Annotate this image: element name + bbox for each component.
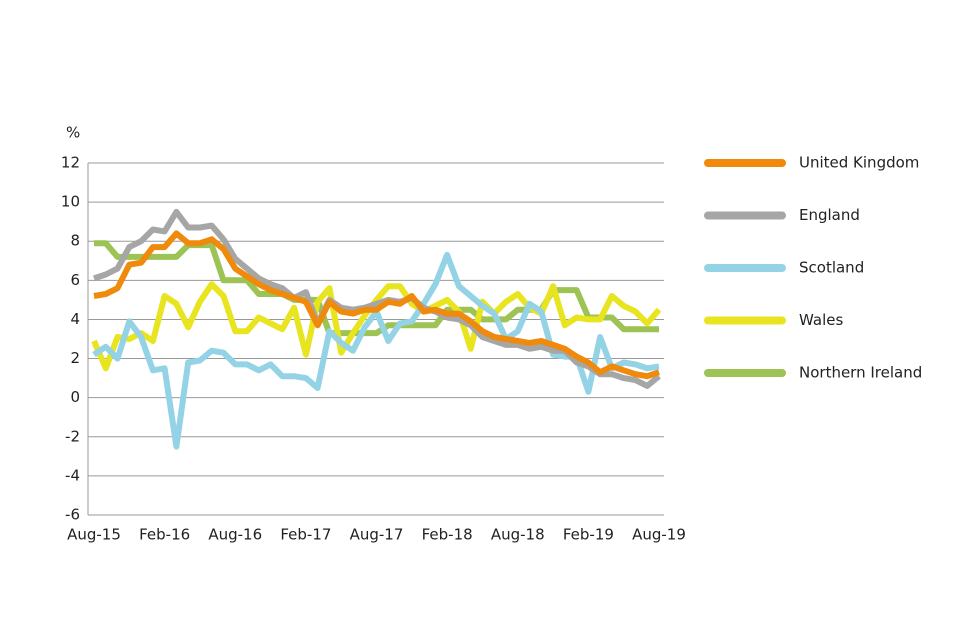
legend-label: Northern Ireland [799,364,922,382]
y-tick-label: -4 [65,466,80,484]
x-tick-label: Aug-16 [208,526,262,544]
y-tick-label: -2 [65,427,80,445]
x-tick-label: Aug-18 [491,526,545,544]
x-tick-label: Feb-19 [563,526,614,544]
y-tick-label: -6 [65,506,80,524]
x-tick-label: Feb-16 [139,526,190,544]
x-tick-label: Feb-17 [280,526,331,544]
y-tick-label: 2 [70,349,80,367]
series-line [92,251,660,450]
y-tick-label: 12 [61,154,80,172]
legend-label: Scotland [799,259,864,277]
x-tick-label: Aug-19 [632,526,686,544]
legend-label: United Kingdom [799,154,919,172]
x-tick-label: Feb-18 [422,526,473,544]
y-tick-label: 8 [70,232,80,250]
x-tick-label: Aug-17 [350,526,404,544]
series-line [93,230,660,380]
y-tick-label: 10 [61,193,80,211]
y-tick-label: 4 [70,310,80,328]
y-unit-label: % [66,124,80,142]
y-tick-label: 6 [70,271,80,289]
series-line [91,281,662,372]
legend-label: England [799,206,860,224]
legend-label: Wales [799,311,843,329]
y-tick-label: 0 [70,388,80,406]
x-tick-label: Aug-15 [67,526,121,544]
